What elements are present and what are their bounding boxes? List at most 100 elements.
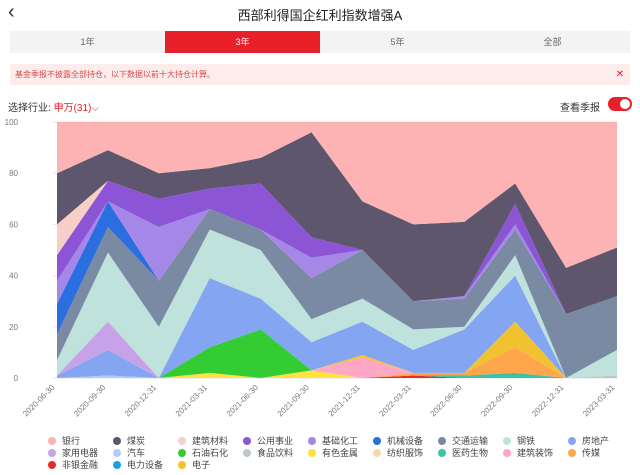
legend-swatch [308,437,316,445]
legend-label: 交通运输 [452,436,489,446]
legend-label: 公用事业 [257,436,294,446]
legend-item[interactable]: 石油石化 [178,446,228,459]
y-tick-label: 0 [14,374,19,383]
tab-all[interactable]: 全部 [543,37,562,47]
industry-select[interactable]: 申万(31)⌵ [54,103,99,114]
legend-label: 家用电器 [62,448,99,458]
chevron-left-icon[interactable]: ‹ [8,1,15,23]
tab-1y[interactable]: 1年 [80,37,95,47]
x-tick-label: 2022-03-31 [377,383,413,419]
x-tick-label: 2021-06-30 [225,383,261,419]
legend-item[interactable]: 非银金融 [48,458,98,471]
legend-item[interactable]: 汽车 [113,446,145,459]
y-tick-label: 40 [9,272,18,281]
legend-item[interactable]: 医药生物 [438,446,488,459]
legend-label: 传媒 [582,448,601,458]
legend-swatch [178,461,186,469]
area-series-机械设备[interactable] [57,201,617,335]
area-series-房地产[interactable] [57,275,617,378]
header: ‹ 西部利得国企红利指数增强A [0,0,640,28]
legend-swatch [48,461,56,469]
legend-item[interactable]: 公用事业 [243,434,293,447]
legend-item[interactable]: 建筑装饰 [503,446,553,459]
close-icon[interactable]: ✕ [615,69,624,80]
legend-label: 煤炭 [127,436,146,446]
area-series-钢铁[interactable] [57,229,617,378]
x-tick-label: 2022-09-30 [479,383,515,419]
y-tick-label: 20 [9,323,18,332]
area-series-交通运输[interactable] [57,209,617,378]
legend-swatch [308,449,316,457]
legend-item[interactable]: 家用电器 [48,446,98,459]
x-tick-label: 2023-03-31 [581,383,617,419]
legend-swatch [178,449,186,457]
legend-item[interactable]: 电力设备 [113,458,163,471]
legend-label: 电力设备 [127,460,164,470]
tab-3y[interactable]: 3年 [165,31,320,53]
legend-swatch [243,449,251,457]
area-series-基础化工[interactable] [57,201,617,314]
x-tick-label: 2022-12-31 [530,383,566,419]
y-tick-label: 100 [5,118,19,127]
legend-swatch [48,437,56,445]
x-tick-label: 2020-12-31 [123,383,159,419]
filter-label: 选择行业: [8,103,51,114]
legend-item[interactable]: 交通运输 [438,434,488,447]
legend-swatch [373,449,381,457]
x-tick-label: 2022-06-30 [428,383,464,419]
y-tick-label: 60 [9,220,18,229]
legend-swatch [503,437,511,445]
legend-item[interactable]: 纺织服饰 [373,446,423,459]
legend-item[interactable]: 煤炭 [113,434,145,447]
legend-item[interactable]: 建筑材料 [178,434,228,447]
legend-item[interactable]: 传媒 [568,446,600,459]
legend-swatch [503,449,511,457]
area-series-医药生物[interactable] [57,370,617,378]
legend-item[interactable]: 银行 [48,434,80,447]
legend-label: 医药生物 [452,448,489,458]
legend-item[interactable]: 机械设备 [373,434,423,447]
industry-select-value: 申万(31) [53,103,92,114]
legend-swatch [178,437,186,445]
notice-text: 基金季报不披露全部持仓，以下数据以前十大持仓计算。 [15,70,215,79]
legend-item[interactable]: 有色金属 [308,446,358,459]
tab-5y[interactable]: 5年 [390,37,405,47]
area-series-公用事业[interactable] [57,180,617,314]
legend-label: 建筑装饰 [517,448,554,458]
legend-item[interactable]: 食品饮料 [243,446,293,459]
area-series-煤炭[interactable] [57,132,617,314]
area-series-传媒[interactable] [57,347,617,378]
season-toggle[interactable] [608,97,632,111]
legend-swatch [568,437,576,445]
legend-swatch [438,437,446,445]
legend-label: 机械设备 [387,436,424,446]
legend-item[interactable]: 房地产 [568,434,609,447]
legend-swatch [113,437,121,445]
legend-item[interactable]: 钢铁 [503,434,535,447]
area-series-石油石化[interactable] [57,321,617,378]
legend-label: 银行 [62,436,81,446]
legend-label: 石油石化 [192,448,229,458]
legend-swatch [113,461,121,469]
season-label: 查看季报 [560,103,600,114]
legend-swatch [568,449,576,457]
legend-label: 食品饮料 [257,448,294,458]
area-series-建筑装饰[interactable] [57,347,617,378]
x-tick-label: 2021-12-31 [327,383,363,419]
legend-item[interactable]: 基础化工 [308,434,358,447]
toggle-knob [620,99,630,109]
legend-label: 汽车 [127,448,146,458]
legend-label: 基础化工 [322,436,359,446]
period-tabs: 1年 3年 5年 全部 [10,31,630,53]
legend-label: 电子 [192,460,211,470]
legend-label: 钢铁 [517,436,536,446]
area-series-银行[interactable] [57,122,617,268]
x-tick-label: 2020-09-30 [72,383,108,419]
area-series-电子[interactable] [57,321,617,378]
legend-item[interactable]: 电子 [178,458,210,471]
area-series-汽车[interactable] [57,375,617,378]
y-tick-label: 80 [9,169,18,178]
legend-swatch [438,449,446,457]
legend-label: 房地产 [582,436,610,446]
x-tick-label: 2021-09-30 [276,383,312,419]
